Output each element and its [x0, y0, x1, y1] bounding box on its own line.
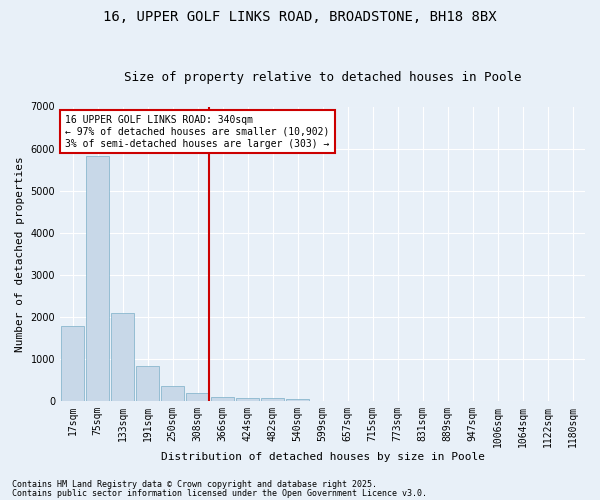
- Text: 16, UPPER GOLF LINKS ROAD, BROADSTONE, BH18 8BX: 16, UPPER GOLF LINKS ROAD, BROADSTONE, B…: [103, 10, 497, 24]
- Bar: [261, 398, 284, 401]
- Text: 16 UPPER GOLF LINKS ROAD: 340sqm
← 97% of detached houses are smaller (10,902)
3: 16 UPPER GOLF LINKS ROAD: 340sqm ← 97% o…: [65, 116, 329, 148]
- Bar: [86, 156, 109, 401]
- Bar: [286, 400, 309, 401]
- Y-axis label: Number of detached properties: Number of detached properties: [15, 156, 25, 352]
- Bar: [236, 398, 259, 401]
- Bar: [161, 386, 184, 401]
- Title: Size of property relative to detached houses in Poole: Size of property relative to detached ho…: [124, 72, 521, 85]
- Text: Contains public sector information licensed under the Open Government Licence v3: Contains public sector information licen…: [12, 489, 427, 498]
- Bar: [211, 397, 234, 401]
- Bar: [186, 392, 209, 401]
- Bar: [136, 366, 159, 401]
- Bar: [111, 314, 134, 401]
- Text: Contains HM Land Registry data © Crown copyright and database right 2025.: Contains HM Land Registry data © Crown c…: [12, 480, 377, 489]
- Bar: [61, 326, 84, 401]
- X-axis label: Distribution of detached houses by size in Poole: Distribution of detached houses by size …: [161, 452, 485, 462]
